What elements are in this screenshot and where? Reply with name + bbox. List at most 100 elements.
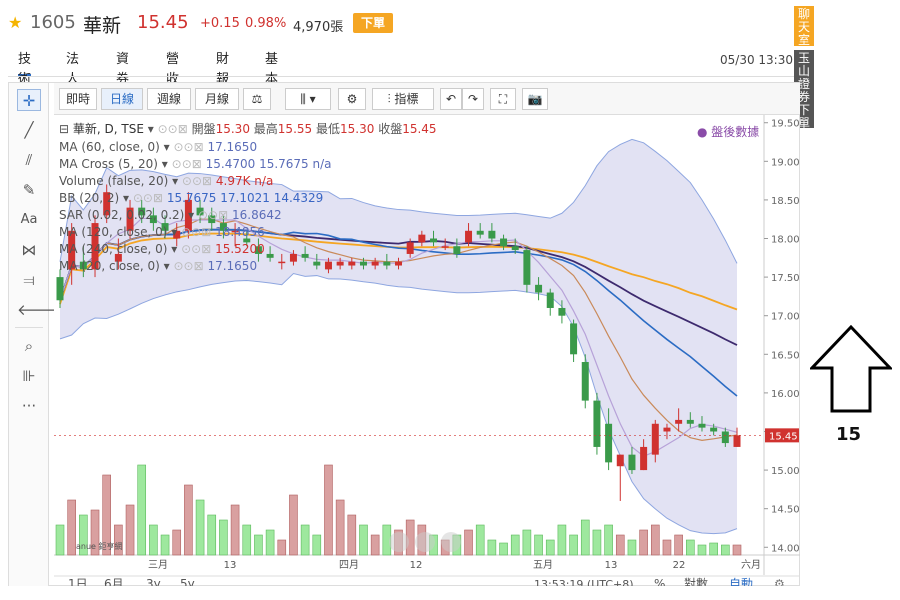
indicator-legend-row[interactable]: Volume (false, 20) ▾ ⊙⊙⊠ 4.97K n/a [59, 173, 273, 189]
candle-type-icon[interactable]: ⫼ ▾ [285, 88, 331, 110]
indicator-legend-row[interactable]: MA (60, close, 0) ▾ ⊙⊙⊠ 17.1650 [59, 139, 257, 155]
candle-body [453, 246, 461, 254]
indicator-controls-icon[interactable]: ⊙⊙⊠ [181, 242, 216, 256]
measure-icon[interactable]: ⊪ [22, 367, 36, 385]
chat-room-label: 聊天室 [797, 7, 810, 47]
chart-svg: 19.50 19.00 18.50 18.00 17.50 17.00 16.50 16.00… [54, 115, 800, 591]
log-toggle[interactable]: 對數 [684, 577, 708, 591]
tab-technical[interactable]: 技術 [18, 52, 32, 87]
indicator-label: MA (120, close, 0) ▾ [59, 225, 182, 239]
range-button[interactable]: 1日 [68, 577, 88, 591]
interval-monthly-button[interactable]: 月線 [195, 88, 239, 110]
y-tick-label: 14.00 [771, 543, 800, 554]
range-button[interactable]: 3y [146, 577, 161, 591]
crosshair-icon[interactable]: ✛ [17, 89, 41, 111]
x-tick-label: 22 [673, 560, 686, 571]
up-arrow-annotation-icon [810, 325, 892, 413]
after-hours-label[interactable]: ● 盤後數據 [697, 125, 760, 139]
volume-bar [522, 529, 532, 556]
candle-body [581, 362, 589, 401]
tab-revenue[interactable]: 營收 [166, 52, 180, 87]
indicator-legend-row[interactable]: BB (20, 2) ▾ ⊙⊙⊠ 15.7675 17.1021 14.4329 [59, 190, 323, 206]
indicator-controls-icon[interactable]: ⊙⊙⊠ [173, 140, 208, 154]
volume-bar [230, 504, 240, 556]
indicator-controls-icon[interactable]: ⊙⊙⊠ [181, 174, 216, 188]
zoom-icon[interactable]: ⌕ [24, 337, 34, 355]
pattern-icon[interactable]: ⋈ [21, 241, 37, 259]
redo-icon[interactable]: ↷ [462, 88, 484, 110]
interval-weekly-button[interactable]: 週線 [147, 88, 191, 110]
y-tick-label: 16.00 [771, 389, 800, 400]
candle-body [616, 454, 624, 467]
percent-toggle[interactable]: % [654, 577, 665, 591]
range-button[interactable]: 6月 [104, 577, 124, 591]
indicators-button[interactable]: ⫶ 指標 [372, 88, 434, 110]
interval-realtime-button[interactable]: 即時 [59, 88, 97, 110]
place-order-button[interactable]: 下單 [353, 13, 393, 33]
indicator-controls-icon[interactable]: ⊙⊙⊠ [173, 259, 208, 273]
brush-icon[interactable]: ✎ [22, 181, 36, 199]
indicator-legend-row[interactable]: MA (20, close, 0) ▾ ⊙⊙⊠ 17.1650 [59, 258, 257, 274]
indicator-legend-row[interactable]: MA (240, close, 0) ▾ ⊙⊙⊠ 15.5200 [59, 241, 265, 257]
candle-body [348, 261, 356, 266]
camera-icon[interactable]: 📷 [522, 88, 548, 110]
indicator-values: 4.97K n/a [215, 174, 274, 188]
candle-body [488, 230, 496, 239]
indicator-controls-icon[interactable]: ⊙⊙⊠ [198, 208, 232, 222]
chat-room-tab[interactable]: 聊天室 [794, 6, 814, 47]
volume-bar [55, 524, 65, 556]
tab-basic[interactable]: 基本 [265, 52, 279, 87]
volume-bar [580, 519, 590, 556]
back-arrow-icon[interactable]: 🡐 [17, 301, 58, 319]
candle-body [313, 261, 321, 266]
volume-bar [277, 539, 287, 556]
favorite-star-icon[interactable]: ★ [8, 13, 23, 32]
candle-body [266, 253, 274, 258]
tab-financials[interactable]: 財報 [216, 52, 230, 87]
indicator-controls-icon[interactable]: ⊙⊙⊠ [132, 191, 167, 205]
candle-body [196, 207, 204, 216]
indicator-values: 17.1650 [207, 140, 258, 154]
price-chart[interactable]: 19.50 19.00 18.50 18.00 17.50 17.00 16.50 16.00… [54, 115, 800, 591]
indicator-legend-row[interactable]: MA Cross (5, 20) ▾ ⊙⊙⊠ 15.4700 15.7675 n… [59, 156, 332, 172]
indicators-icon: ⫶ [387, 92, 391, 106]
range-button[interactable]: 5y [180, 577, 195, 591]
collapse-icon[interactable]: ⊟ [59, 122, 70, 136]
tab-institutional[interactable]: 法人 [66, 52, 80, 87]
indicator-controls-icon[interactable]: ⊙⊙⊠ [181, 225, 216, 239]
candle-body [535, 284, 543, 293]
axis-settings-icon[interactable]: ⚙ [774, 577, 785, 591]
auto-toggle[interactable]: 自動 [729, 577, 753, 591]
prediction-icon[interactable]: ⫤ [23, 271, 35, 289]
more-icon[interactable]: ··· [21, 397, 37, 415]
volume-bar [79, 514, 88, 556]
undo-icon[interactable]: ↶ [440, 88, 462, 110]
volume-bar [335, 499, 345, 556]
trendline-icon[interactable]: ╱ [24, 121, 34, 139]
volume-bar [312, 534, 322, 556]
candle-body [395, 261, 402, 266]
candle-body [476, 230, 484, 235]
candle-body [465, 230, 473, 243]
candle-body [208, 215, 216, 224]
tab-margin[interactable]: 資券 [116, 52, 130, 87]
fullscreen-icon[interactable]: ⛶ [490, 88, 516, 110]
indicator-controls-icon[interactable]: ⊙⊙⊠ [171, 157, 206, 171]
scale-icon[interactable]: ⚖ [243, 88, 271, 110]
quote-header: ★ 1605 華新 15.45 +0.15 0.98% 4,970張 下單 [0, 0, 790, 48]
text-tool-icon[interactable]: Aa [20, 212, 38, 227]
candle-body [68, 230, 76, 270]
indicator-legend-row[interactable]: MA (120, close, 0) ▾ ⊙⊙⊠ 18.4856 [59, 224, 265, 240]
legend-controls-icon[interactable]: ⊙⊙⊠ [157, 122, 188, 136]
volume-bar [90, 509, 100, 556]
quote-datetime: 05/30 13:30 [720, 53, 793, 67]
chart-frame: ✛ ╱ ⫽ ✎ Aa ⋈ ⫤ 🡐 ⌕ ⊪ ··· 即時 日線 週線 月線 ⚖ ⫼… [8, 82, 800, 591]
interval-daily-button[interactable]: 日線 [101, 88, 143, 110]
settings-gear-icon[interactable]: ⚙ [338, 88, 366, 110]
candle-body [710, 427, 718, 432]
fib-tool-icon[interactable]: ⫽ [25, 151, 33, 169]
candle-body [336, 261, 344, 266]
indicator-legend-row[interactable]: SAR (0.02, 0.02, 0.2) ▾ ⊙⊙⊠ 16.8642 [59, 207, 282, 223]
volume-bar [324, 464, 333, 556]
candle-body [91, 223, 99, 270]
